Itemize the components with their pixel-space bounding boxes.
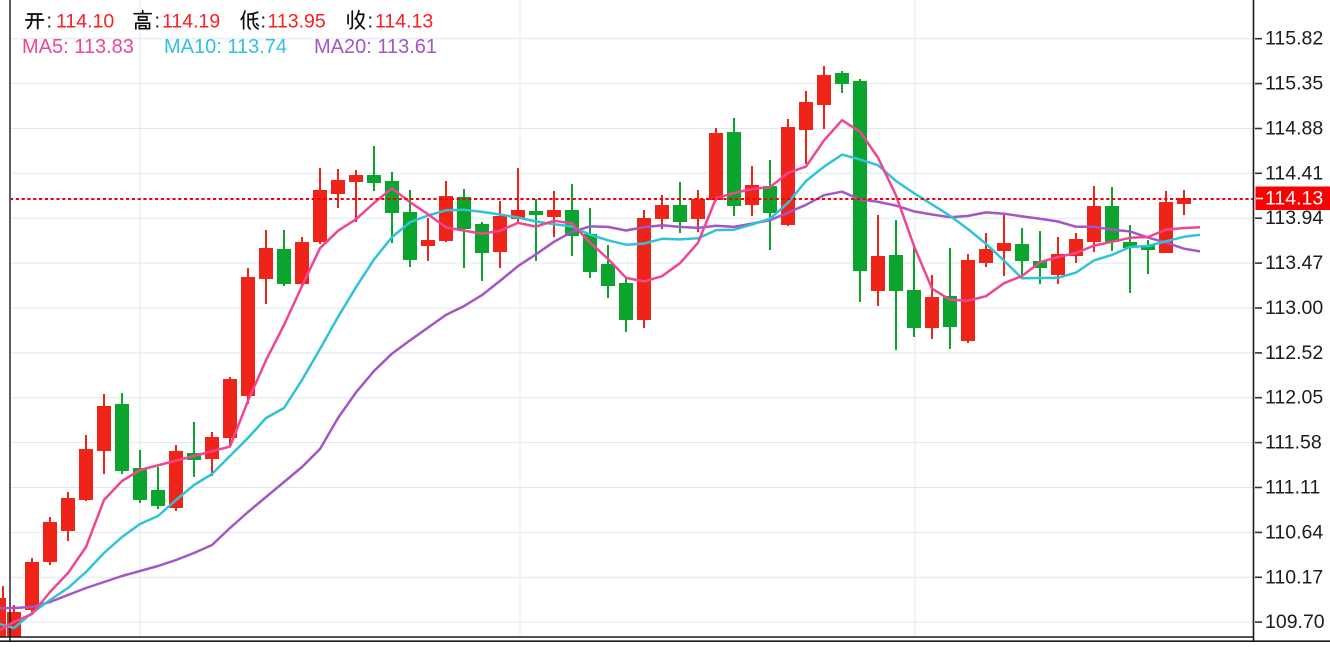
svg-text:112.05: 112.05 xyxy=(1265,387,1323,409)
svg-text:110.17: 110.17 xyxy=(1265,566,1323,588)
svg-text:110.64: 110.64 xyxy=(1265,521,1323,543)
svg-text:112.52: 112.52 xyxy=(1265,342,1323,364)
svg-text:114.88: 114.88 xyxy=(1265,118,1323,140)
svg-text:MA20: 113.61: MA20: 113.61 xyxy=(314,36,437,58)
svg-text:113.00: 113.00 xyxy=(1265,297,1323,319)
svg-text:MA5: 113.83: MA5: 113.83 xyxy=(22,36,134,58)
svg-text:115.35: 115.35 xyxy=(1265,73,1323,95)
svg-text:114.41: 114.41 xyxy=(1265,162,1323,184)
svg-text:114.13: 114.13 xyxy=(375,11,433,33)
svg-text::: : xyxy=(47,11,53,33)
svg-text:114.19: 114.19 xyxy=(162,11,220,33)
svg-text:MA10: 113.74: MA10: 113.74 xyxy=(164,36,287,58)
svg-text::: : xyxy=(368,11,374,33)
svg-text:111.11: 111.11 xyxy=(1265,477,1320,499)
svg-text:113.47: 113.47 xyxy=(1265,252,1323,274)
svg-text:114.13: 114.13 xyxy=(1265,188,1323,210)
svg-text::: : xyxy=(155,11,161,33)
svg-text::: : xyxy=(261,11,267,33)
svg-text:109.70: 109.70 xyxy=(1265,611,1325,633)
svg-text:114.10: 114.10 xyxy=(56,11,114,33)
svg-text:115.82: 115.82 xyxy=(1265,28,1323,50)
svg-text:111.58: 111.58 xyxy=(1265,432,1322,454)
svg-text:113.95: 113.95 xyxy=(268,11,326,33)
svg-text:113.94: 113.94 xyxy=(1265,207,1323,229)
